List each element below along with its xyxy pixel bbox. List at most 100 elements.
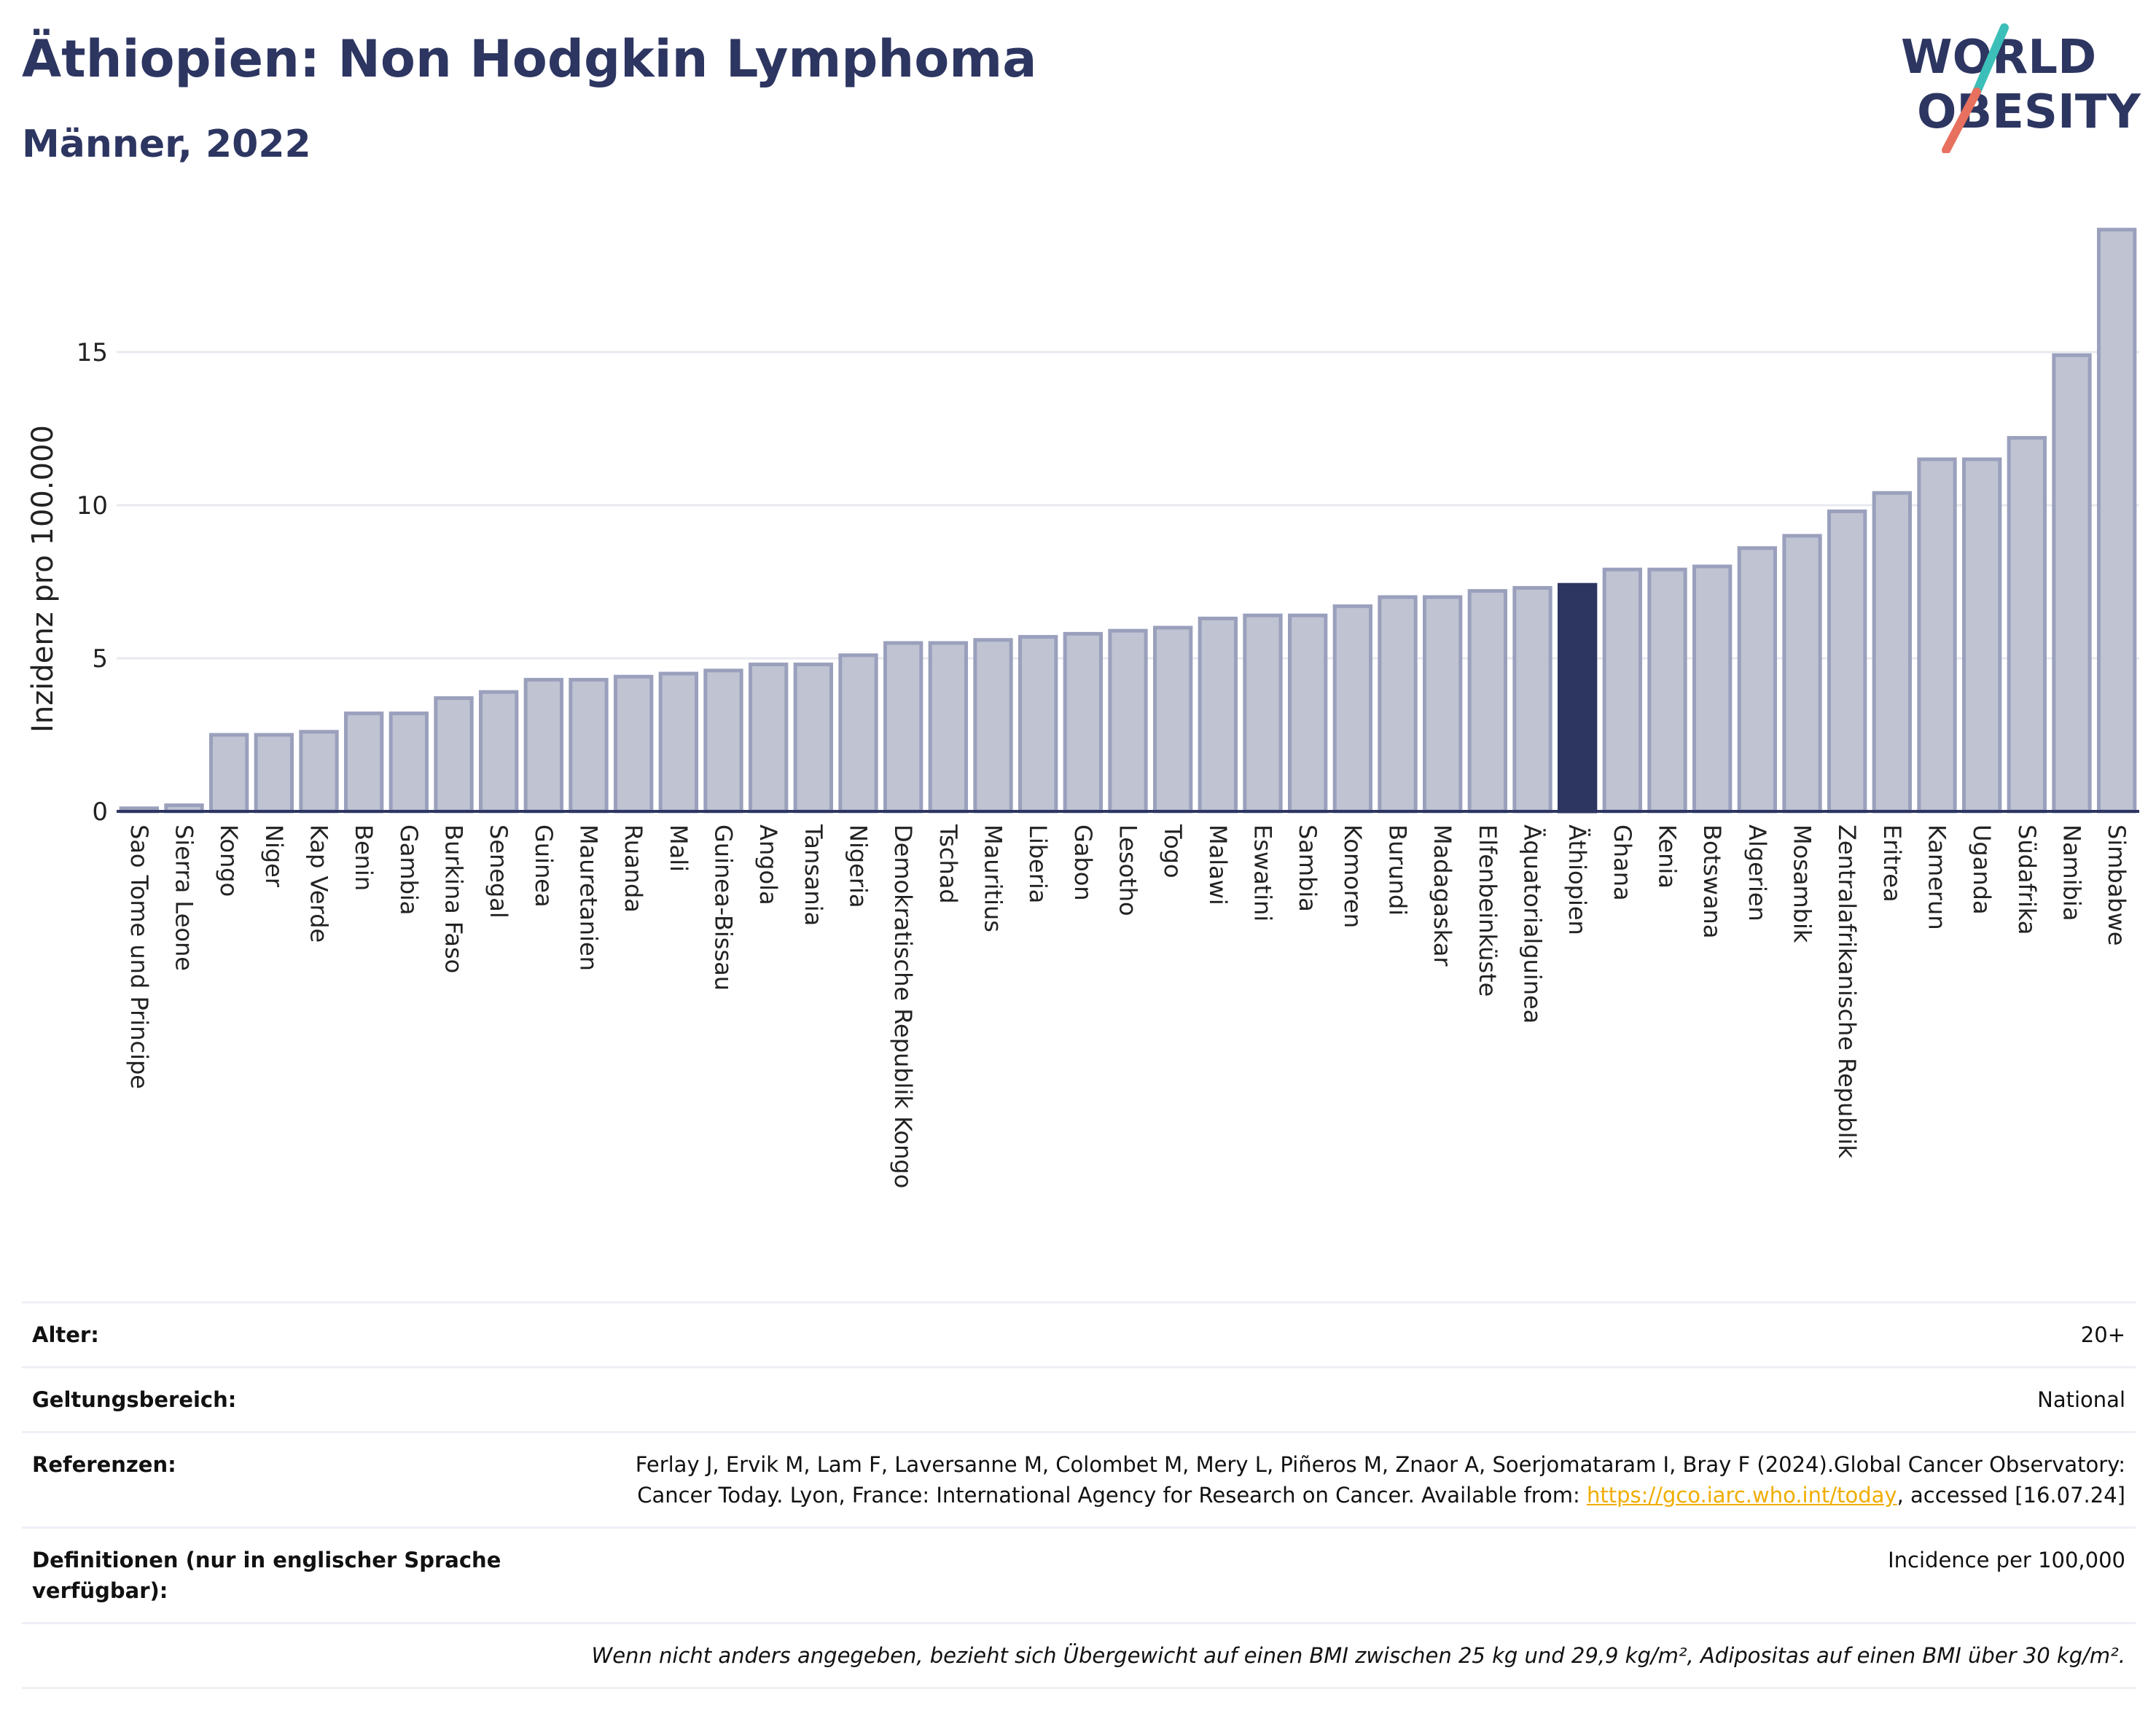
- x-tick-label: Ghana: [1609, 824, 1636, 901]
- page-subtitle: Männer, 2022: [22, 122, 311, 166]
- bar: [569, 677, 609, 814]
- bar: [1467, 589, 1507, 814]
- bar: [1153, 625, 1193, 814]
- x-tick-label: Guinea: [530, 824, 558, 908]
- bar: [479, 690, 519, 814]
- x-tick-label: Sao Tome und Principe: [125, 824, 153, 1089]
- bar: [434, 696, 474, 814]
- x-tick-label: Eritrea: [1878, 824, 1906, 902]
- x-tick-label: Mosambik: [1789, 824, 1816, 943]
- bar: [209, 733, 249, 814]
- bars: [119, 227, 2137, 814]
- x-tick-label: Lesotho: [1114, 824, 1142, 916]
- info-row-references: Referenzen: Ferlay J, Ervik M, Lam F, La…: [22, 1431, 2136, 1528]
- x-tick-label: Madagaskar: [1429, 824, 1456, 967]
- bar: [658, 671, 699, 814]
- x-tick-label: Botswana: [1698, 824, 1726, 938]
- x-tick-label: Gabon: [1069, 824, 1097, 901]
- x-tick-label: Malawi: [1204, 824, 1232, 905]
- x-tick-label: Äquatorialguinea: [1519, 824, 1547, 1024]
- y-tick-label: 10: [77, 491, 108, 520]
- x-tick-label: Algerien: [1743, 824, 1771, 921]
- bar: [2097, 227, 2137, 814]
- bar: [838, 653, 878, 814]
- bar: [2052, 353, 2092, 814]
- x-tick-label: Benin: [350, 824, 378, 891]
- x-tick-label: Komoren: [1339, 824, 1367, 928]
- bar: [1782, 534, 1822, 814]
- bar: [1243, 613, 1283, 814]
- bar: [2007, 436, 2047, 814]
- bar: [1917, 457, 1957, 814]
- info-table: Alter: 20+ Geltungsbereich: National Ref…: [22, 1301, 2136, 1689]
- bar: [1288, 613, 1328, 814]
- definitions-value: Incidence per 100,000: [567, 1527, 2136, 1623]
- references-text-2: , accessed [16.07.24]: [1897, 1483, 2125, 1508]
- bar: [388, 711, 429, 814]
- x-tick-label: Mali: [665, 824, 692, 872]
- scope-value: National: [567, 1366, 2136, 1432]
- logo-slash-teal: [1972, 23, 2009, 96]
- info-row-note: Wenn nicht anders angegeben, bezieht sic…: [22, 1622, 2136, 1689]
- info-row-definitions: Definitionen (nur in englischer Sprache …: [22, 1527, 2136, 1623]
- bar: [793, 662, 833, 814]
- x-tick-label: Tansania: [800, 824, 827, 926]
- references-label: Referenzen:: [22, 1431, 567, 1528]
- x-tick-label: Togo: [1159, 824, 1187, 878]
- y-axis-ticks: 0 5 10 15: [77, 338, 108, 827]
- info-row-age: Alter: 20+: [22, 1301, 2136, 1368]
- y-axis-label: Inzidenz pro 100.000: [26, 425, 60, 733]
- references-value: Ferlay J, Ervik M, Lam F, Laversanne M, …: [567, 1431, 2136, 1528]
- bar: [1827, 509, 1867, 814]
- bar: [1063, 631, 1103, 814]
- x-tick-label: Elfenbeinküste: [1474, 824, 1501, 997]
- page-title: Äthiopien: Non Hodgkin Lymphoma: [22, 29, 1037, 89]
- x-tick-label: Kongo: [215, 824, 243, 897]
- x-tick-label: Südafrika: [2013, 824, 2041, 935]
- bar: [523, 677, 564, 814]
- x-tick-label: Mauritius: [980, 824, 1007, 932]
- world-obesity-logo[interactable]: WORLD OBESITY: [1895, 22, 2143, 153]
- x-tick-label: Kenia: [1654, 824, 1682, 889]
- x-tick-label: Demokratische Republik Kongo: [889, 824, 917, 1188]
- bar: [973, 638, 1013, 814]
- bar: [1962, 457, 2002, 814]
- bar: [1108, 628, 1148, 814]
- scope-label: Geltungsbereich:: [22, 1366, 567, 1432]
- logo-slash-red: [1942, 87, 1981, 153]
- info-row-scope: Geltungsbereich: National: [22, 1366, 2136, 1432]
- bar: [1423, 595, 1463, 814]
- bar: [1692, 564, 1733, 814]
- x-tick-label: Sambia: [1294, 824, 1321, 912]
- age-label: Alter:: [22, 1301, 567, 1368]
- bar: [749, 662, 789, 814]
- y-tick-label: 0: [92, 798, 108, 827]
- footnote: Wenn nicht anders angegeben, bezieht sic…: [22, 1622, 2136, 1689]
- bar-chart: 0 5 10 15 Sao Tome und Principe Sierra Leone…: [26, 227, 2139, 1188]
- definitions-label: Definitionen (nur in englischer Sprache …: [22, 1527, 567, 1623]
- x-tick-label: Kamerun: [1923, 824, 1951, 930]
- bar: [928, 641, 968, 814]
- x-tick-label: Ruanda: [620, 824, 647, 913]
- x-tick-label: Mauretanien: [575, 824, 603, 971]
- x-tick-label: Namibia: [2058, 824, 2086, 921]
- bar: [703, 668, 743, 814]
- y-tick-label: 15: [77, 338, 108, 367]
- bar: [254, 733, 294, 814]
- x-tick-label: Sierra Leone: [171, 824, 198, 971]
- bar: [1872, 491, 1913, 814]
- bar: [344, 711, 384, 814]
- bar: [1602, 567, 1643, 814]
- bar: [1737, 546, 1778, 814]
- x-tick-label: Senegal: [485, 824, 512, 919]
- bar: [1558, 582, 1598, 814]
- x-tick-label: Burundi: [1384, 824, 1412, 916]
- x-tick-label: Tschad: [934, 824, 962, 904]
- references-link[interactable]: https://gco.iarc.who.int/today: [1586, 1483, 1897, 1508]
- x-tick-label: Guinea-Bissau: [710, 824, 738, 991]
- bar: [299, 730, 339, 814]
- bar: [614, 674, 654, 814]
- x-tick-label: Eswatini: [1249, 824, 1277, 921]
- bar: [1512, 585, 1552, 814]
- bar: [1378, 595, 1418, 814]
